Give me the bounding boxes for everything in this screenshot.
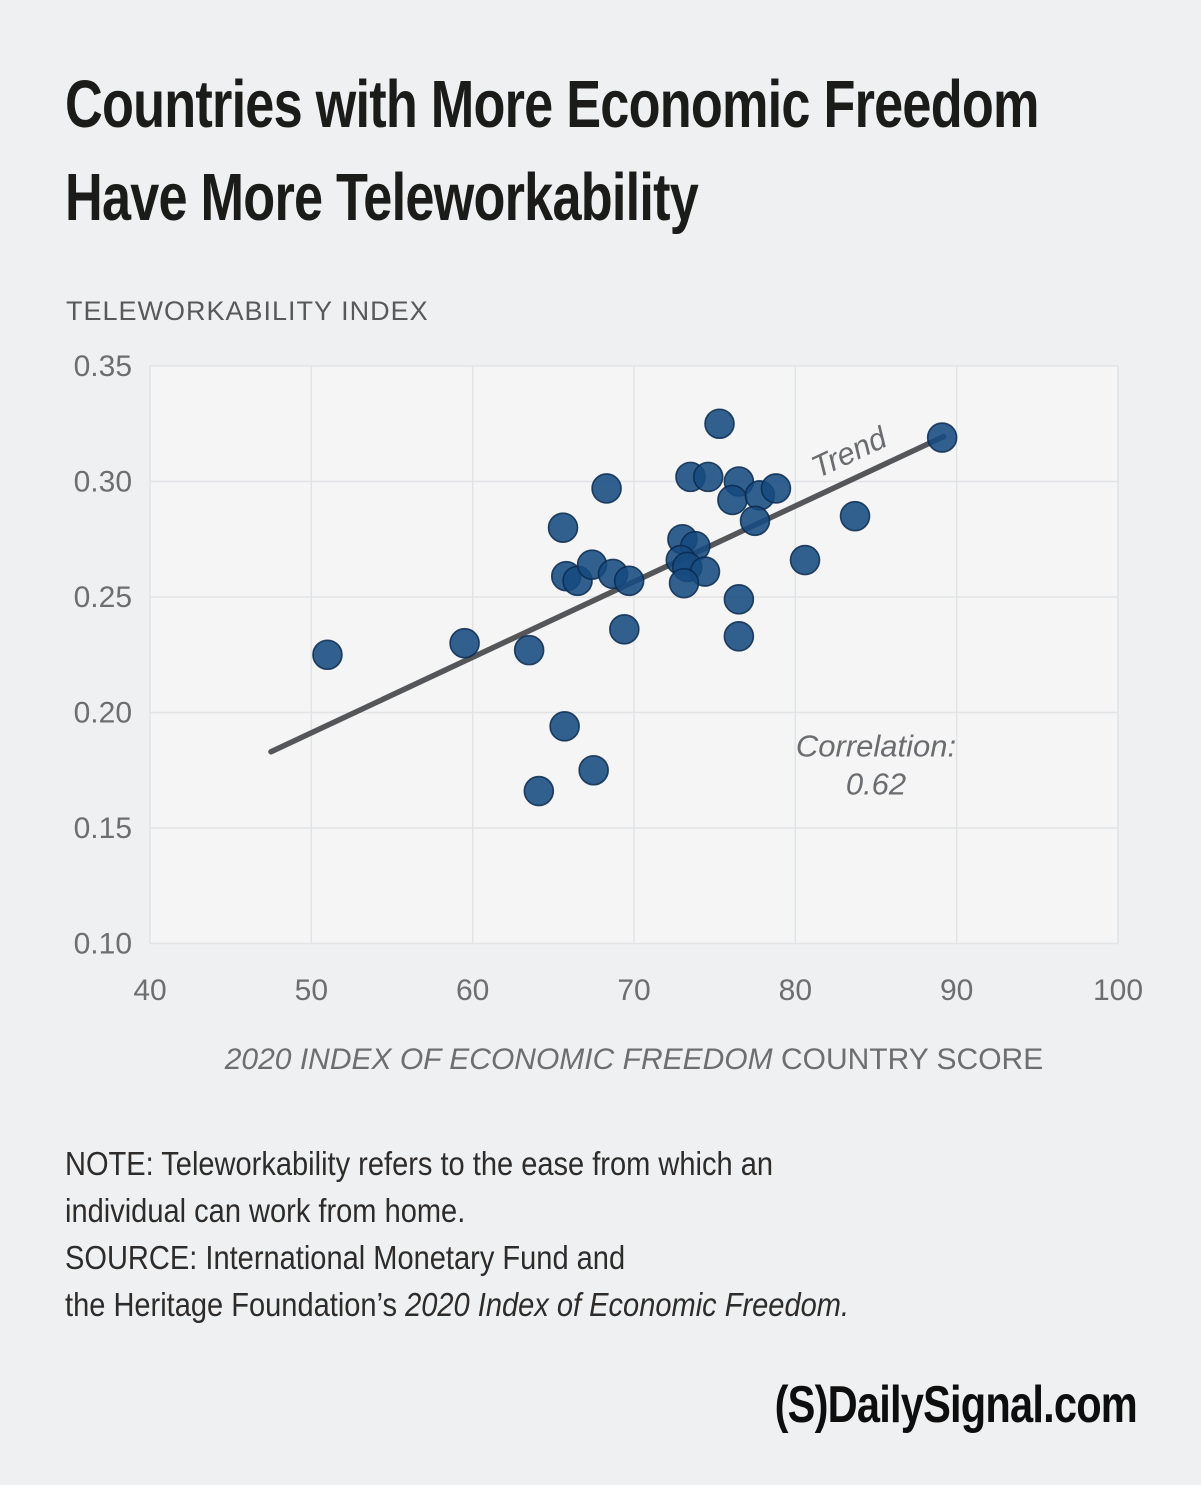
x-axis-title-regular: COUNTRY SCORE — [781, 1043, 1043, 1076]
data-point — [578, 754, 609, 786]
source-line-2: the Heritage Foundation’s 2020 Index of … — [65, 1281, 849, 1328]
data-point — [704, 408, 735, 440]
data-point — [609, 614, 640, 645]
data-point — [613, 565, 645, 597]
data-point — [789, 544, 821, 576]
data-point — [760, 473, 792, 504]
source-line-1: SOURCE: International Monetary Fund and — [65, 1239, 626, 1276]
source-line-2-regular: the Heritage Foundation’s — [65, 1286, 406, 1323]
y-tick-label: 0.25 — [74, 581, 132, 614]
data-point — [523, 775, 555, 807]
x-tick-label: 100 — [1093, 974, 1143, 1007]
note-line-2: individual can work from home. — [65, 1192, 466, 1229]
data-point — [723, 584, 755, 615]
data-point — [723, 620, 755, 652]
note-line-1: NOTE: Teleworkability refers to the ease… — [65, 1145, 774, 1182]
x-tick-label: 90 — [940, 974, 973, 1007]
data-point — [839, 500, 871, 532]
chart-title-line1: Countries with More Economic Freedom — [65, 67, 1039, 142]
x-axis-title: 2020 INDEX OF ECONOMIC FREEDOM COUNTRY S… — [224, 1043, 1043, 1076]
x-tick-label: 50 — [295, 974, 328, 1007]
correlation-annotation-line: Correlation: — [796, 728, 956, 763]
x-tick-label: 70 — [617, 974, 650, 1007]
y-tick-label: 0.20 — [74, 697, 132, 730]
data-point — [312, 639, 343, 671]
chart-title-line2: Have More Teleworkability — [65, 160, 699, 235]
y-tick-label: 0.30 — [74, 466, 132, 499]
source-line-2-italic: 2020 Index of Economic Freedom. — [405, 1286, 850, 1323]
data-point — [591, 473, 622, 504]
y-axis-title: TELEWORKABILITY INDEX — [66, 296, 429, 326]
x-tick-label: 40 — [133, 974, 166, 1007]
data-point — [668, 567, 700, 599]
data-point — [692, 461, 724, 493]
y-tick-label: 0.10 — [74, 928, 132, 961]
data-point — [513, 634, 545, 666]
data-point — [717, 484, 748, 516]
chart-title: Countries with More Economic Freedom Hav… — [65, 58, 1039, 244]
y-tick-label: 0.15 — [74, 812, 132, 845]
trend-line — [268, 433, 947, 755]
data-point — [926, 422, 958, 453]
y-tick-label: 0.35 — [74, 350, 132, 383]
x-tick-label: 60 — [456, 974, 489, 1007]
data-point — [547, 512, 579, 544]
x-tick-label: 80 — [779, 974, 812, 1007]
dailysignal-logo: (S)DailySignal.com — [774, 1376, 1138, 1434]
correlation-annotation-line: 0.62 — [846, 766, 906, 801]
data-point — [449, 627, 480, 659]
x-axis-title-italic: 2020 INDEX OF ECONOMIC FREEDOM — [224, 1043, 781, 1076]
note-block: NOTE: Teleworkability refers to the ease… — [65, 1140, 849, 1328]
data-point — [549, 711, 580, 742]
data-point — [739, 505, 771, 537]
